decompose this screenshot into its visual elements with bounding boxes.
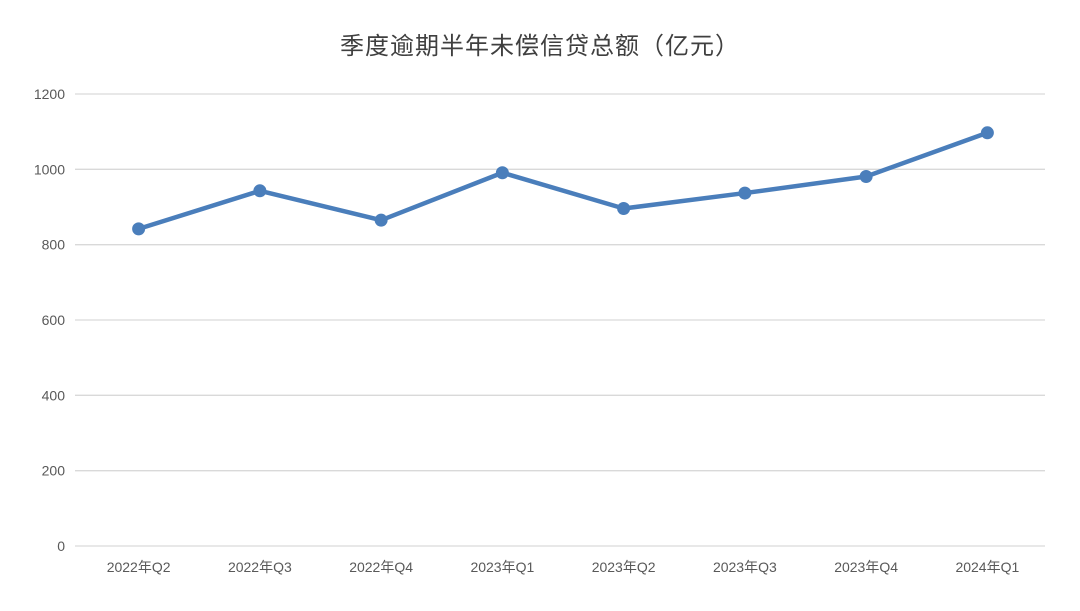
data-point-marker: [495, 166, 509, 180]
x-axis-tick-label: 2023年Q2: [592, 559, 656, 575]
data-point-marker: [132, 222, 146, 236]
y-axis-tick-label: 200: [42, 463, 66, 479]
x-axis-tick-label: 2023年Q4: [834, 559, 898, 575]
x-axis-tick-label: 2024年Q1: [955, 559, 1019, 575]
data-point-marker: [374, 213, 388, 227]
y-axis-tick-label: 0: [57, 538, 65, 554]
data-point-marker: [980, 126, 994, 140]
x-axis-tick-label: 2022年Q4: [349, 559, 413, 575]
x-axis-tick-label: 2022年Q3: [228, 559, 292, 575]
data-point-marker: [859, 169, 873, 183]
y-axis-tick-label: 400: [42, 387, 66, 403]
x-axis-tick-label: 2023年Q1: [470, 559, 534, 575]
y-axis-tick-label: 600: [42, 312, 66, 328]
y-axis-tick-label: 1000: [34, 161, 65, 177]
y-axis-tick-label: 800: [42, 237, 66, 253]
data-point-marker: [253, 184, 267, 198]
x-axis-tick-label: 2022年Q2: [107, 559, 171, 575]
data-point-marker: [617, 202, 631, 216]
x-axis-tick-label: 2023年Q3: [713, 559, 777, 575]
y-axis-tick-label: 1200: [34, 86, 65, 102]
chart-title: 季度逾期半年未偿信贷总额（亿元）: [340, 34, 740, 60]
series-line: [136, 130, 990, 232]
data-point-marker: [738, 186, 752, 200]
